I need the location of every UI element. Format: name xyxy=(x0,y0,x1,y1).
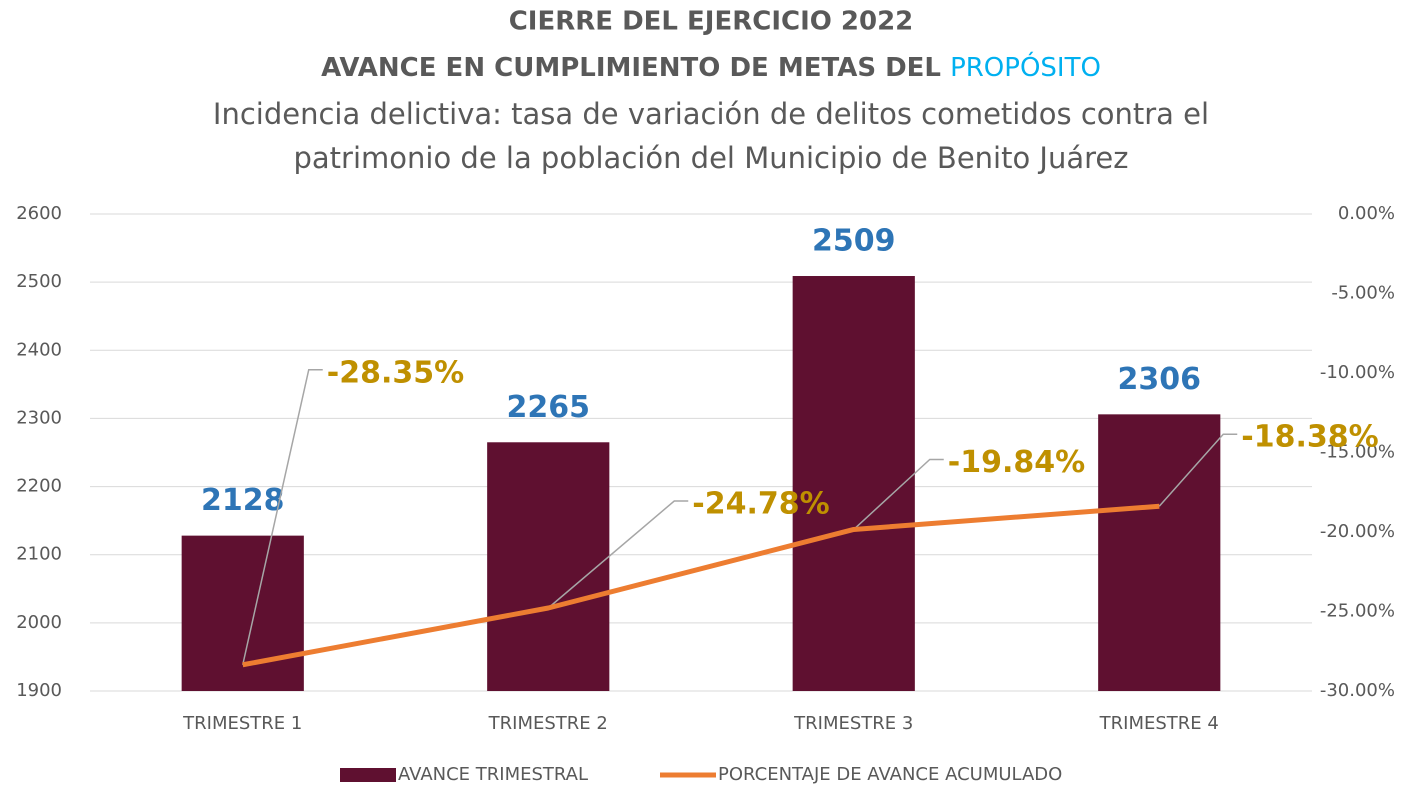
y2-tick-label: -10.00% xyxy=(1320,362,1395,383)
chart-title: AVANCE EN CUMPLIMIENTO DE METAS DEL PROP… xyxy=(321,51,1101,83)
bar-value-label: 2128 xyxy=(201,483,285,518)
y2-tick-label: -15.00% xyxy=(1320,442,1395,463)
y2-tick-label: -25.00% xyxy=(1320,601,1395,622)
line-value-label: -24.78% xyxy=(692,487,829,522)
y-tick-label: 2600 xyxy=(16,203,62,224)
x-tick-label: TRIMESTRE 1 xyxy=(182,713,302,734)
bar xyxy=(487,442,610,691)
bar xyxy=(1098,414,1221,691)
y-tick-label: 2000 xyxy=(16,612,62,633)
x-tick-label: TRIMESTRE 2 xyxy=(488,713,608,734)
line-value-label: -28.35% xyxy=(327,355,464,390)
chart-subtitle: patrimonio de la población del Municipio… xyxy=(294,141,1129,175)
line xyxy=(242,503,1160,668)
legend-label: AVANCE TRIMESTRAL xyxy=(398,764,588,785)
y-tick-label: 1900 xyxy=(16,680,62,701)
y-tick-label: 2100 xyxy=(16,544,62,565)
chart-title-part: AVANCE EN CUMPLIMIENTO DE METAS DEL xyxy=(321,53,941,83)
y2-tick-label: -30.00% xyxy=(1320,680,1395,701)
legend-label: PORCENTAJE DE AVANCE ACUMULADO xyxy=(718,764,1062,785)
y2-tick-label: 0.00% xyxy=(1338,203,1395,224)
y-tick-label: 2200 xyxy=(16,476,62,497)
legend-swatch xyxy=(340,768,396,782)
y2-tick-label: -5.00% xyxy=(1331,283,1395,304)
y-tick-label: 2400 xyxy=(16,339,62,360)
chart-title-highlight: PROPÓSITO xyxy=(950,51,1101,83)
y-tick-label: 2500 xyxy=(16,271,62,292)
bar-value-label: 2265 xyxy=(507,390,591,425)
bar xyxy=(181,535,304,691)
bar-value-label: 2509 xyxy=(812,224,896,259)
chart-subtitle: Incidencia delictiva: tasa de variación … xyxy=(213,97,1209,131)
chart-title: CIERRE DEL EJERCICIO 2022 xyxy=(509,7,914,37)
bar xyxy=(792,276,915,691)
leader-line xyxy=(242,369,323,665)
leader-line xyxy=(547,500,689,609)
line-value-label: -19.84% xyxy=(948,445,1085,480)
y-tick-label: 2300 xyxy=(16,407,62,428)
leader-line xyxy=(853,458,944,531)
bar-value-label: 2306 xyxy=(1118,362,1202,397)
line-value-label: -18.38% xyxy=(1241,420,1378,455)
x-tick-label: TRIMESTRE 4 xyxy=(1099,713,1219,734)
leader-line xyxy=(1158,433,1238,507)
x-tick-label: TRIMESTRE 3 xyxy=(793,713,913,734)
y2-tick-label: -20.00% xyxy=(1320,521,1395,542)
